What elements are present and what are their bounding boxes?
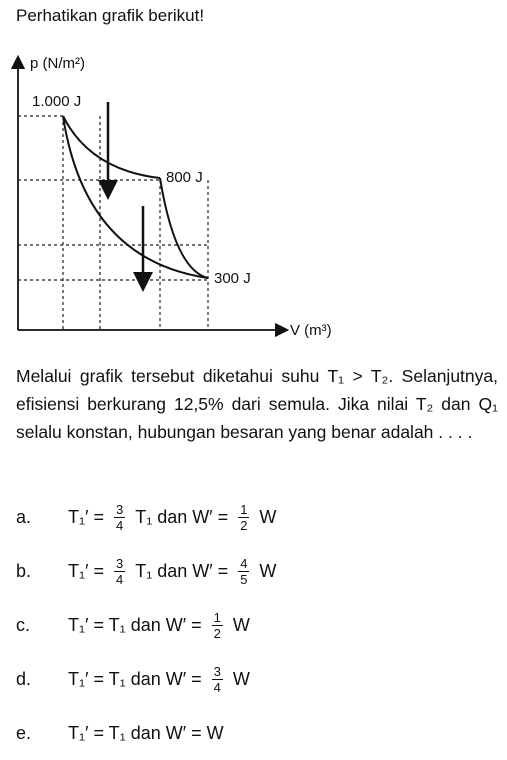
numerator: 1 xyxy=(211,609,223,626)
point-label: 800 J xyxy=(166,169,203,186)
math-text: T₁′ = T₁ dan W′ = W xyxy=(68,722,224,743)
numerator: 3 xyxy=(211,663,223,680)
math-text: W xyxy=(259,506,277,527)
curves xyxy=(62,115,209,279)
denominator: 2 xyxy=(240,517,248,533)
denominator: 4 xyxy=(115,517,124,533)
option: b. T₁′ = 3 4 T₁ dan W′ = 4 5 W xyxy=(16,544,496,598)
math-text: T₁′ = xyxy=(68,506,104,527)
math-text: T₁′ = T₁ dan W′ = xyxy=(68,668,202,689)
point-label: 300 J xyxy=(214,270,251,287)
math-text: W xyxy=(232,668,250,689)
numerator: 1 xyxy=(238,501,250,518)
option: e. T₁′ = T₁ dan W′ = W xyxy=(16,706,496,760)
option-label: d. xyxy=(16,668,32,689)
denominator: 2 xyxy=(213,625,221,641)
math-text: T₁ dan W′ = xyxy=(135,506,229,527)
numerator: 3 xyxy=(113,501,126,518)
grid xyxy=(18,115,209,330)
numerator: 3 xyxy=(113,555,126,572)
option-label: c. xyxy=(16,614,31,635)
math-text: W xyxy=(259,560,277,581)
point-label: 1.000 J xyxy=(32,93,81,110)
option: c. T₁′ = T₁ dan W′ = 1 2 W xyxy=(16,598,496,652)
numerator: 4 xyxy=(238,555,250,572)
math-text: T₁′ = T₁ dan W′ = xyxy=(68,614,202,635)
math-text: T₁ dan W′ = xyxy=(135,560,229,581)
math-text: T₁′ = xyxy=(68,560,104,581)
question: Melalui grafik tersebut diketahui suhu T… xyxy=(16,366,498,442)
option-label: b. xyxy=(16,560,32,581)
denominator: 4 xyxy=(213,679,221,695)
option-label: e. xyxy=(16,722,32,743)
denominator: 5 xyxy=(240,571,248,587)
pv-diagram: p (N/m²) V (m³) 1.000 J 800 J 300 J xyxy=(10,54,332,339)
option: a. T₁′ = 3 4 T₁ dan W′ = 1 2 W xyxy=(16,490,496,544)
y-axis-label: p (N/m²) xyxy=(30,55,85,72)
title: Perhatikan grafik berikut! xyxy=(16,6,205,25)
math-text: W xyxy=(232,614,250,635)
option: d. T₁′ = T₁ dan W′ = 3 4 W xyxy=(16,652,496,706)
denominator: 4 xyxy=(115,571,124,587)
option-label: a. xyxy=(16,506,32,527)
x-axis-label: V (m³) xyxy=(290,322,332,339)
